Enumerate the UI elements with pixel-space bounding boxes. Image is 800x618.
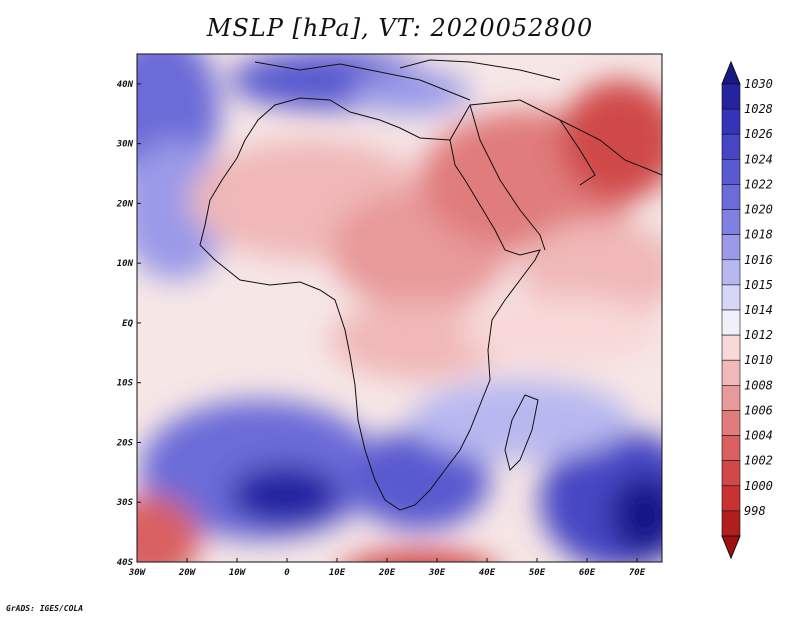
colorbar-swatch [721, 284, 741, 311]
colorbar-label: 1008 [744, 378, 773, 392]
colorbar-label: 1020 [744, 203, 773, 217]
colorbar-label: 1015 [744, 278, 773, 292]
colorbar-label: 1028 [744, 102, 773, 116]
colorbar-swatch [721, 485, 741, 512]
colorbar-swatch [721, 309, 741, 336]
colorbar-swatch [721, 385, 741, 411]
colorbar-swatch [721, 460, 741, 487]
y-tick-label: 40S [117, 558, 134, 568]
colorbar-label: 1006 [744, 403, 773, 417]
x-tick-label: 20W [178, 568, 197, 578]
colorbar-swatch [721, 133, 741, 160]
colorbar-label: 1012 [744, 328, 773, 342]
footer-credit: GrADS: IGES/COLA [6, 604, 84, 613]
colorbar-swatch [721, 435, 741, 461]
colorbar-swatch [721, 359, 741, 386]
colorbar-label: 1022 [744, 177, 773, 191]
colorbar-swatch [721, 159, 741, 185]
colorbar-label: 1016 [744, 253, 773, 267]
colorbar-label: 1024 [744, 152, 773, 166]
y-axis: 40N 30N 20N 10N EQ 10S 20S 30S 40S [116, 80, 141, 568]
colorbar-swatch [721, 83, 741, 110]
y-tick-label: 20S [116, 438, 134, 448]
x-tick-label: 60E [579, 568, 596, 578]
y-tick-label: 10S [117, 379, 134, 389]
colorbar-swatch [721, 259, 741, 286]
y-tick-label: 30S [116, 498, 134, 508]
pressure-field [137, 54, 662, 562]
x-tick-label: 30E [428, 568, 446, 578]
x-tick-label: 40E [479, 568, 496, 578]
x-tick-label: 10W [229, 568, 247, 578]
x-tick-label: 30W [128, 568, 147, 578]
y-tick-label: 10N [117, 259, 134, 269]
y-tick-label: 40N [117, 80, 134, 90]
colorbar-label: 1026 [744, 127, 773, 141]
colorbar: 1030 1028 1026 1024 1022 1020 1018 1016 1015 1014… [721, 60, 773, 560]
colorbar-label: 1004 [744, 429, 773, 443]
colorbar-swatch [721, 510, 741, 537]
y-tick-label: 20N [116, 199, 134, 209]
colorbar-label: 1018 [744, 228, 773, 242]
colorbar-label: 1030 [744, 77, 773, 91]
map-title: MSLP [hPa], VT: 2020052800 [206, 14, 594, 42]
colorbar-label: 998 [744, 504, 766, 518]
x-tick-label: 50E [529, 568, 546, 578]
y-tick-label: EQ [122, 319, 133, 329]
colorbar-label: 1000 [744, 479, 773, 493]
colorbar-label: 1014 [744, 303, 773, 317]
colorbar-max-arrow [721, 60, 741, 85]
colorbar-swatch [721, 184, 741, 210]
colorbar-swatch [721, 108, 741, 135]
coastlines [199, 59, 662, 511]
colorbar-min-arrow [721, 535, 741, 560]
colorbar-label: 1002 [744, 454, 773, 468]
colorbar-swatch [721, 410, 741, 436]
y-tick-label: 30N [116, 140, 134, 150]
x-tick-label: 20E [378, 568, 396, 578]
x-tick-label: 10E [329, 568, 346, 578]
x-axis: 30W 20W 10W 0 10E 20E 30E 40E 50E 60E 70E [128, 558, 646, 578]
colorbar-swatch [721, 234, 741, 261]
colorbar-swatch [721, 209, 741, 235]
x-tick-label: 0 [284, 568, 290, 578]
x-tick-label: 70E [629, 568, 646, 578]
colorbar-swatch [721, 334, 741, 361]
colorbar-label: 1010 [744, 353, 773, 367]
plot-frame [136, 53, 663, 563]
